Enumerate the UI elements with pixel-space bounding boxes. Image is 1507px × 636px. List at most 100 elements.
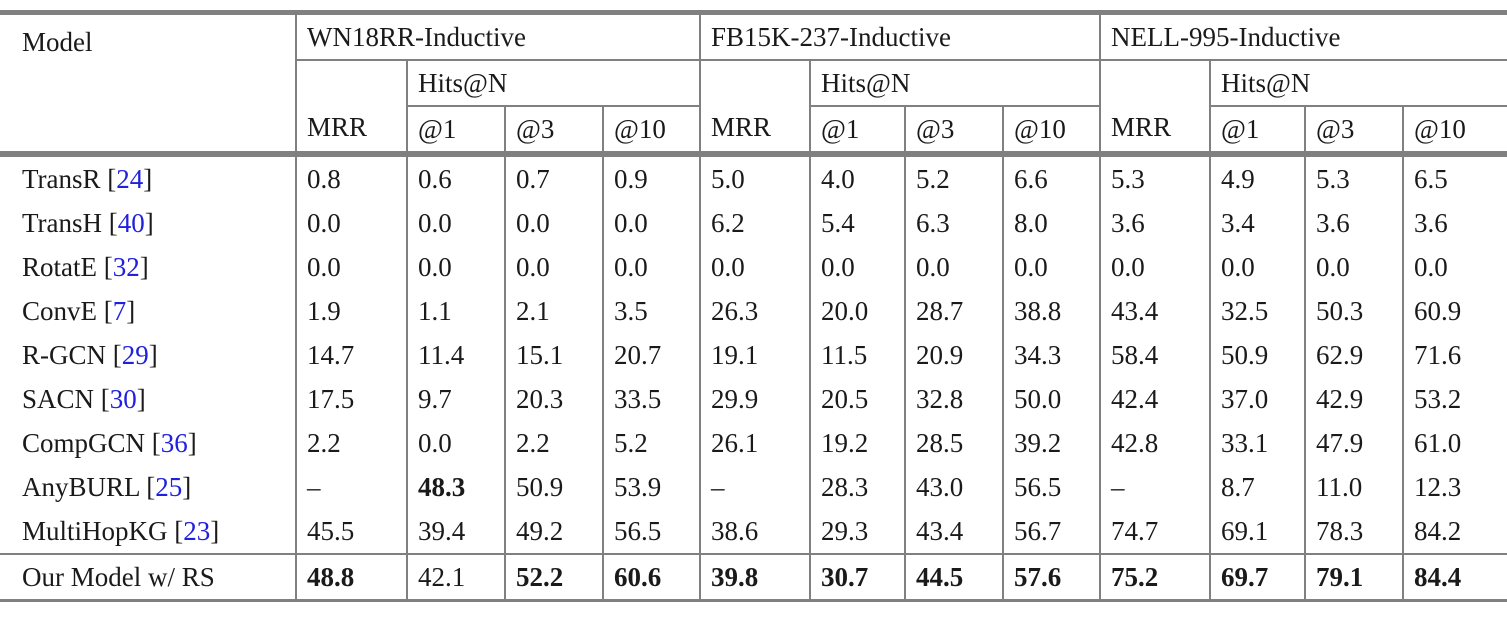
metric-cell: 34.3 xyxy=(1002,333,1101,377)
col-header-model: Model xyxy=(0,10,296,157)
dataset-header-wn18rr: WN18RR-Inductive xyxy=(294,10,701,61)
citation-number[interactable]: 25 xyxy=(155,472,183,502)
metric-cell: 42.1 xyxy=(406,553,505,602)
table-row: TransH [40] 0.0 0.0 0.0 0.0 6.2 5.4 6.3 8.0 3.6 3.… xyxy=(0,201,1507,245)
metric-cell: – xyxy=(1099,465,1211,509)
metric-cell: 20.0 xyxy=(809,289,906,333)
table-row: RotatE [32] 0.0 0.0 0.0 0.0 0.0 0.0 0.0 0.0 0.0 0.… xyxy=(0,245,1507,289)
table-row: AnyBURL [25] –48.3 50.9 53.9–28.3 43.0 56.5–8… xyxy=(0,465,1507,509)
col-header-mrr-wn18rr: MRR xyxy=(295,60,407,157)
header-row-hits: MRR Hits@N MRR Hits@N MRR Hits@N xyxy=(0,60,1507,157)
metric-cell: 5.2 xyxy=(601,421,701,465)
citation-number[interactable]: 40 xyxy=(117,208,145,238)
table-body: TransR [24] 0.8 0.6 0.7 0.9 5.0 4.0 5.2 6.6 5.3 4.… xyxy=(0,154,1507,602)
metric-cell: 17.5 xyxy=(295,377,407,421)
metric-cell: 0.0 xyxy=(1402,245,1507,289)
model-name: TransH [40] xyxy=(0,201,296,245)
metric-cell: 0.9 xyxy=(601,154,701,201)
metric-cell: 56.5 xyxy=(601,509,701,554)
metric-cell: 37.0 xyxy=(1209,377,1306,421)
metric-cell: 53.9 xyxy=(601,465,701,509)
metric-cell: 26.1 xyxy=(699,421,811,465)
metric-cell: 33.5 xyxy=(601,377,701,421)
citation-link[interactable]: [32] xyxy=(97,252,149,282)
metric-cell: 1.1 xyxy=(406,289,505,333)
citation-link[interactable]: [7] xyxy=(97,296,136,326)
model-name: TransR [24] xyxy=(0,154,296,201)
metric-cell: 5.4 xyxy=(809,201,906,245)
citation-link[interactable]: [40] xyxy=(102,208,154,238)
metric-cell: 20.7 xyxy=(601,333,701,377)
model-name: Our Model w/ RS xyxy=(0,553,296,602)
metric-cell: 28.5 xyxy=(904,421,1004,465)
metric-cell: 71.6 xyxy=(1402,333,1507,377)
citation-link[interactable]: [36] xyxy=(145,428,197,458)
table-row: TransR [24] 0.8 0.6 0.7 0.9 5.0 4.0 5.2 6.6 5.3 4.… xyxy=(0,154,1507,201)
metric-cell: 69.1 xyxy=(1209,509,1306,554)
metric-cell: 11.4 xyxy=(406,333,505,377)
metric-cell: 0.0 xyxy=(406,421,505,465)
metric-cell: 60.9 xyxy=(1402,289,1507,333)
model-name-label: RotatE xyxy=(22,252,97,282)
results-table: Model WN18RR-Inductive FB15K-237-Inducti… xyxy=(0,10,1507,602)
metric-cell: 0.0 xyxy=(1304,245,1404,289)
metric-cell: 20.9 xyxy=(904,333,1004,377)
metric-cell: 50.9 xyxy=(1209,333,1306,377)
metric-cell: 0.8 xyxy=(295,154,407,201)
metric-cell: 42.4 xyxy=(1099,377,1211,421)
citation-number[interactable]: 36 xyxy=(160,428,188,458)
metric-cell: 6.3 xyxy=(904,201,1004,245)
metric-cell: 61.0 xyxy=(1402,421,1507,465)
metric-cell: 0.0 xyxy=(406,245,505,289)
metric-cell: 50.0 xyxy=(1002,377,1101,421)
col-header-mrr-nell995: MRR xyxy=(1099,60,1211,157)
citation-number[interactable]: 30 xyxy=(109,384,137,414)
metric-cell: 52.2 xyxy=(504,553,603,602)
metric-cell: 38.8 xyxy=(1002,289,1101,333)
metric-cell: 0.0 xyxy=(809,245,906,289)
metric-cell: 2.2 xyxy=(295,421,407,465)
citation-link[interactable]: [29] xyxy=(106,340,158,370)
metric-cell: 14.7 xyxy=(295,333,407,377)
metric-cell: 49.2 xyxy=(504,509,603,554)
col-header-at10-fb15k237: @10 xyxy=(1002,106,1101,157)
model-name-label: TransR xyxy=(22,164,101,194)
citation-link[interactable]: [25] xyxy=(139,472,192,502)
metric-cell: 0.0 xyxy=(699,245,811,289)
metric-cell: 0.6 xyxy=(406,154,505,201)
metric-cell: 75.2 xyxy=(1099,553,1211,602)
citation-link[interactable]: [30] xyxy=(94,384,146,414)
metric-cell: 5.3 xyxy=(1099,154,1211,201)
citation-number[interactable]: 29 xyxy=(121,340,149,370)
metric-cell: 0.0 xyxy=(504,201,603,245)
citation-number[interactable]: 24 xyxy=(116,164,144,194)
metric-cell: 57.6 xyxy=(1002,553,1101,602)
model-name: ConvE [7] xyxy=(0,289,296,333)
citation-number[interactable]: 32 xyxy=(112,252,140,282)
metric-cell: 3.6 xyxy=(1099,201,1211,245)
metric-cell: 6.5 xyxy=(1402,154,1507,201)
metric-cell: 0.0 xyxy=(504,245,603,289)
metric-cell: 8.7 xyxy=(1209,465,1306,509)
metric-cell: 9.7 xyxy=(406,377,505,421)
metric-cell: 0.0 xyxy=(295,245,407,289)
citation-number[interactable]: 23 xyxy=(183,516,211,546)
header-row-atn: @1 @3 @10 @1 @3 @10 @1 @3 @10 xyxy=(0,106,1507,157)
citation-link[interactable]: [24] xyxy=(100,164,153,194)
metric-cell: 19.2 xyxy=(809,421,906,465)
metric-cell: 28.3 xyxy=(809,465,906,509)
metric-cell: 43.4 xyxy=(1099,289,1211,333)
metric-cell: 0.0 xyxy=(295,201,407,245)
metric-cell: 42.8 xyxy=(1099,421,1211,465)
metric-cell: 3.4 xyxy=(1209,201,1306,245)
model-name-label: CompGCN xyxy=(22,428,146,458)
metric-cell: 47.9 xyxy=(1304,421,1404,465)
citation-link[interactable]: [23] xyxy=(167,516,220,546)
metric-cell: 56.5 xyxy=(1002,465,1101,509)
col-header-at10-wn18rr: @10 xyxy=(601,106,701,157)
metric-cell: 84.2 xyxy=(1402,509,1507,554)
model-name: AnyBURL [25] xyxy=(0,465,296,509)
metric-cell: 8.0 xyxy=(1002,201,1101,245)
citation-number[interactable]: 7 xyxy=(112,296,127,326)
metric-cell: 3.6 xyxy=(1402,201,1507,245)
